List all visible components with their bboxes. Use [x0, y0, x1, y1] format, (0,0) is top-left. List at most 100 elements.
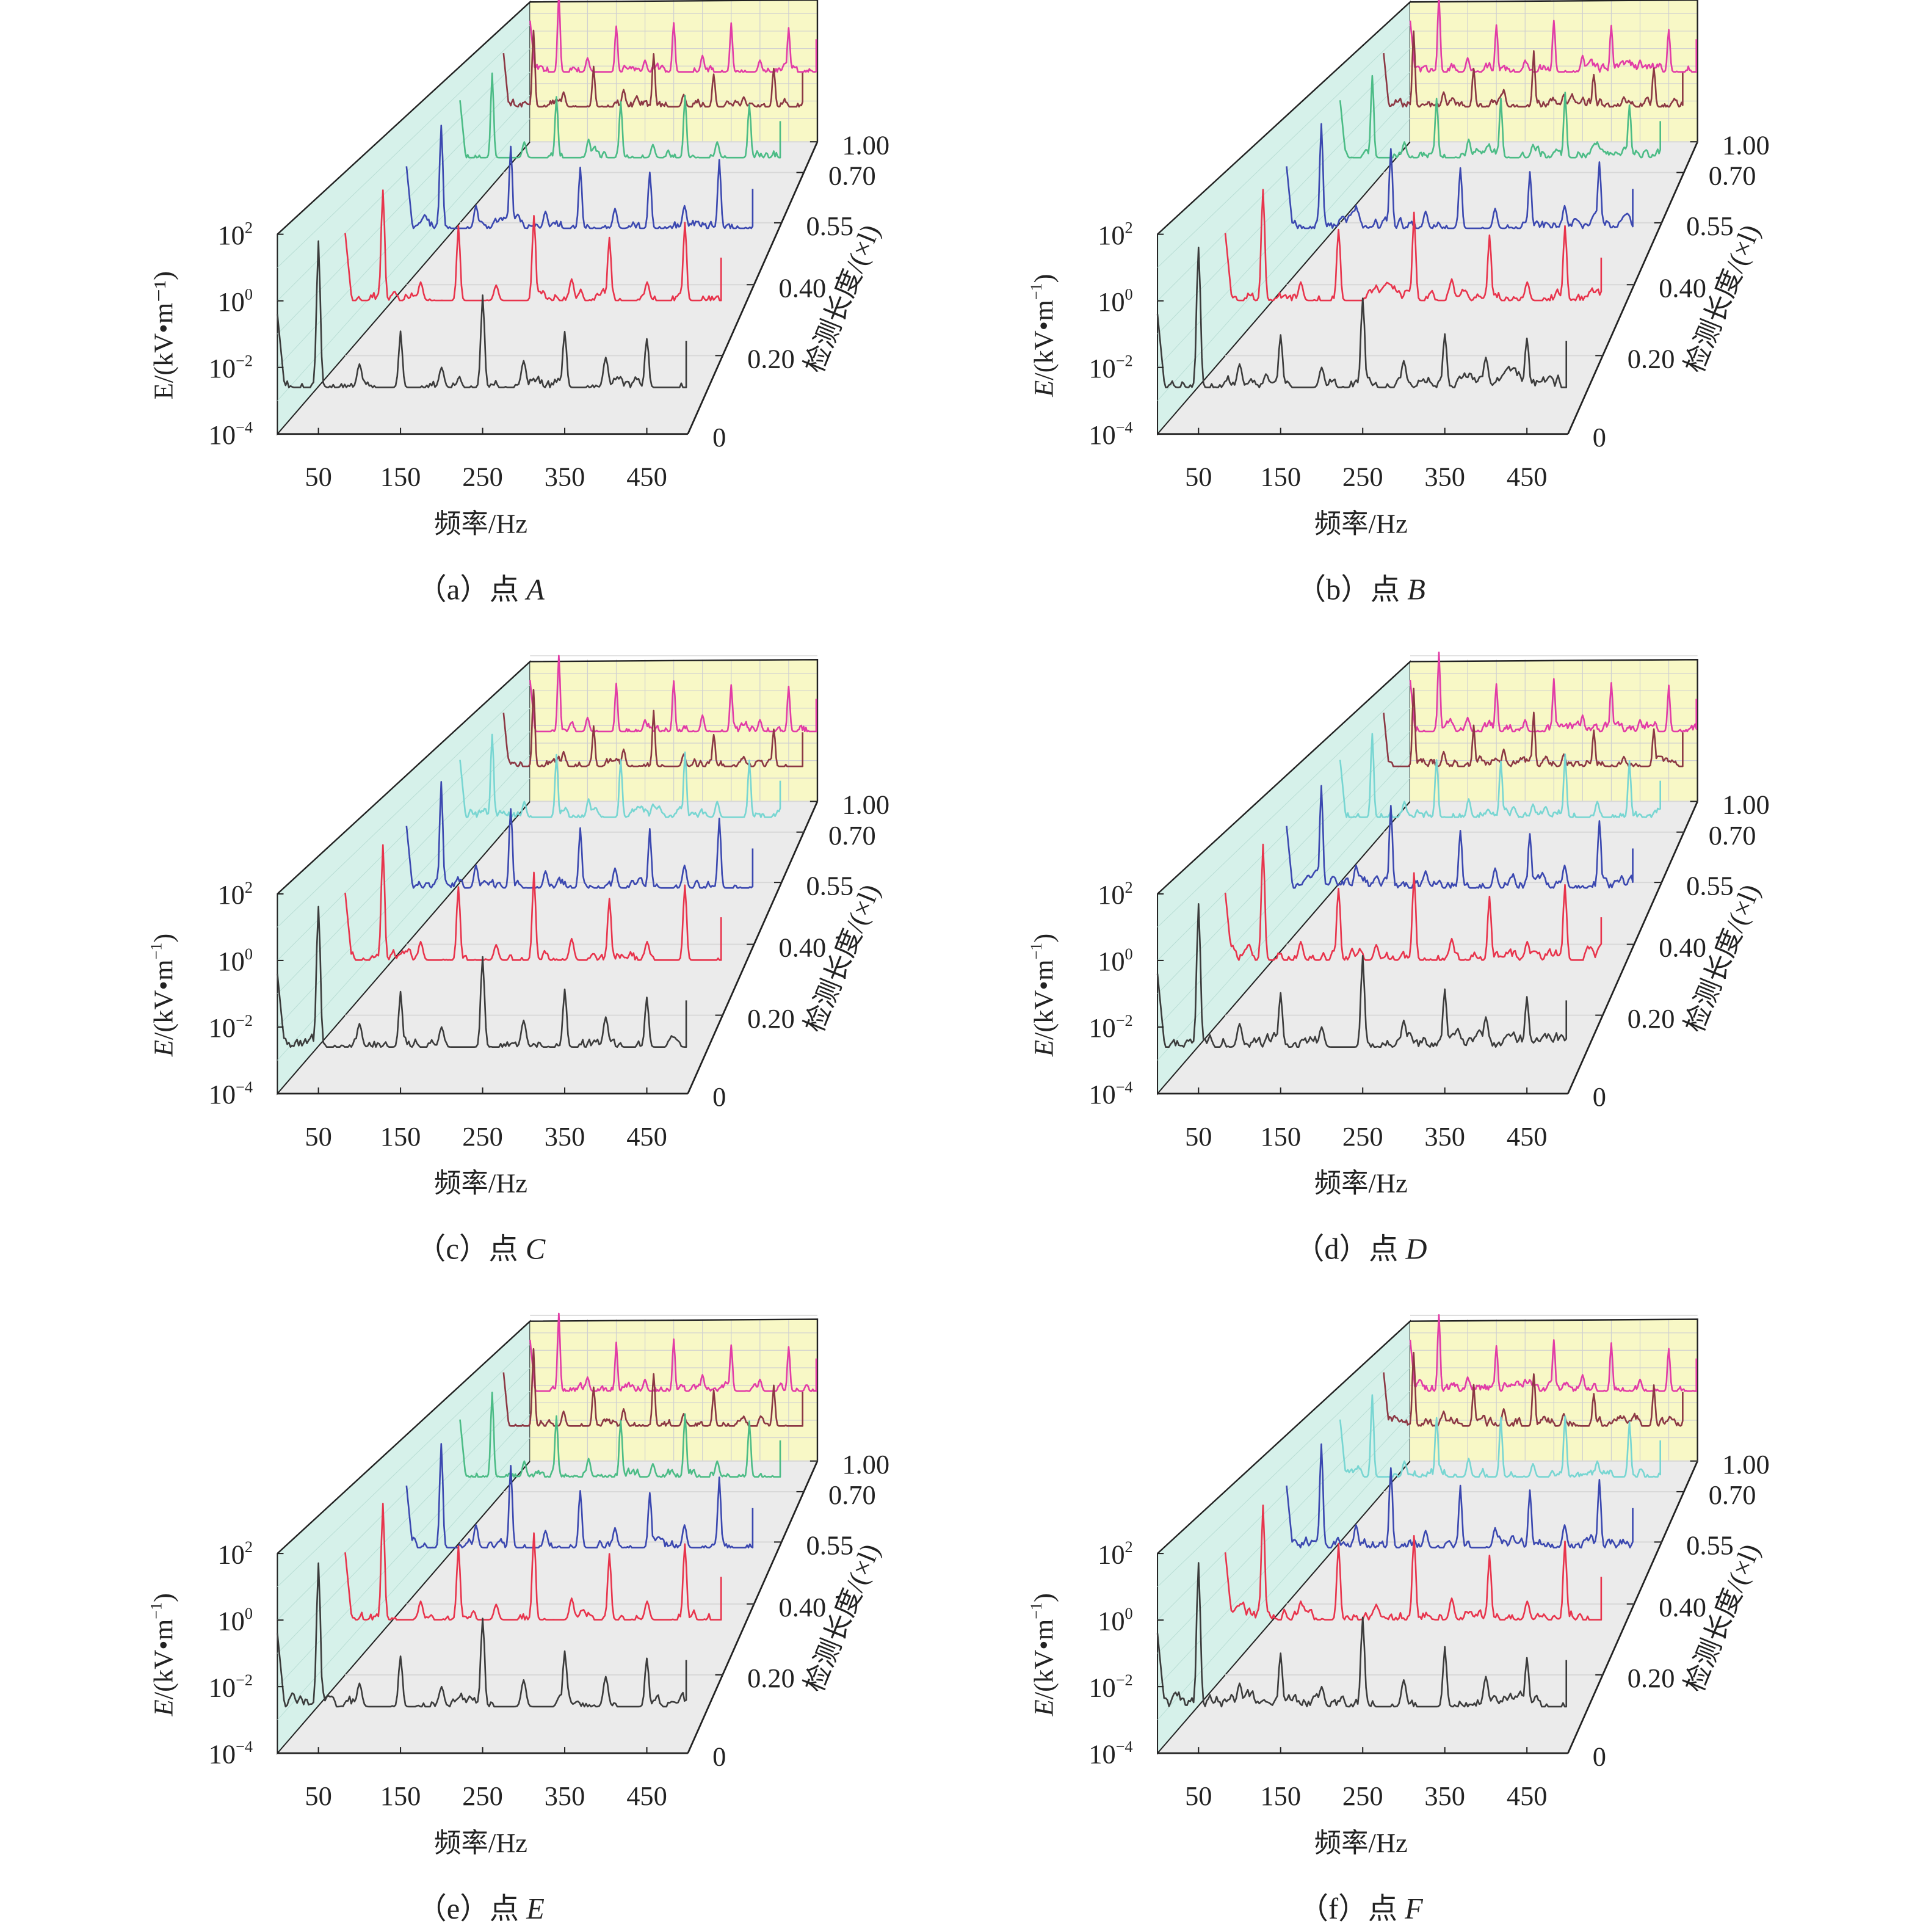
panel-caption-label: （e）点: [417, 1893, 526, 1925]
depth-tick-label: 0.55: [806, 1530, 854, 1561]
y-tick-label: 10−4: [1088, 1738, 1132, 1769]
axis-frame: [277, 659, 819, 895]
panel-caption-point: D: [1405, 1233, 1427, 1266]
series-line-0_20: [1224, 189, 1602, 302]
y-tick-exponent: −2: [1116, 1012, 1133, 1030]
series-line-0: [1156, 246, 1568, 388]
panel-caption-point: F: [1404, 1893, 1423, 1925]
panel-caption: （a）点 A: [417, 573, 545, 606]
y-tick-label: 10−4: [209, 1738, 253, 1769]
grid-line: [277, 1437, 531, 1721]
depth-tick-label: 0: [712, 1741, 726, 1771]
y-tick-base: 10: [1088, 1738, 1115, 1769]
series-line-0_20: [344, 1503, 722, 1621]
y-tick-base: 10: [209, 1079, 236, 1109]
depth-tick-label: 0: [1593, 1081, 1606, 1112]
y-axis-label-unit: /(kV•m: [1028, 959, 1059, 1039]
x-tick-label: 50: [305, 1781, 331, 1811]
panel-caption-point: C: [526, 1233, 546, 1266]
depth-tick-label: 0.70: [828, 161, 876, 191]
y-tick-exponent: 2: [245, 1538, 253, 1556]
y-tick-base: 10: [217, 286, 244, 317]
depth-tick-label: 0.70: [828, 1480, 876, 1510]
series-line-0_70: [502, 1348, 804, 1427]
y-axis-label-close: ): [1028, 934, 1059, 943]
y-axis-label: E/(kV•m−1): [148, 934, 179, 1057]
y-tick-base: 10: [209, 419, 236, 450]
y-tick-exponent: 0: [245, 1605, 253, 1622]
depth-axis-line: [687, 141, 819, 435]
y-axis-label-var: E: [1028, 380, 1059, 398]
chart-panel-c: 50 150 250 350 45010−410−210010200.200.400.5…: [148, 655, 889, 1266]
grid-line: [1157, 685, 1411, 928]
depth-tick-label: 0.40: [779, 932, 827, 963]
series-line-0_40: [1286, 1443, 1634, 1549]
panel-caption: （d）点 D: [1295, 1233, 1427, 1266]
x-tick-label: 150: [1260, 1781, 1301, 1811]
y-tick-exponent: −4: [1116, 1078, 1133, 1096]
y-tick-label: 10−2: [209, 1671, 253, 1702]
y-axis-label-close: ): [148, 1593, 179, 1602]
depth-tick-label: 0.70: [1709, 820, 1756, 851]
series-line-0_70: [502, 29, 804, 108]
y-tick-exponent: −4: [236, 1738, 253, 1756]
y-tick-exponent: 0: [1125, 1605, 1133, 1622]
series-line-1_00: [529, 0, 817, 73]
series-line-1_00: [529, 655, 817, 733]
y-tick-label: 10−4: [1088, 1078, 1132, 1109]
grid-line: [1157, 1344, 1411, 1588]
series-line-0_55: [1339, 733, 1661, 818]
chart-panel-b: 50 150 250 350 45010−410−210010200.200.400.5…: [1027, 0, 1770, 606]
chart-panel-e: 50 150 250 350 45010−410−210010200.200.400.5…: [148, 1312, 889, 1925]
grid-line: [1157, 25, 1411, 268]
series-line-0_20: [1224, 1504, 1602, 1621]
y-tick-exponent: −4: [236, 1078, 253, 1096]
y-tick-exponent: 0: [1125, 286, 1133, 303]
x-tick-label: 150: [1260, 462, 1301, 492]
y-tick-exponent: −2: [1116, 1671, 1133, 1689]
panel-caption: （e）点 E: [417, 1893, 545, 1925]
y-tick-label: 10−2: [209, 1012, 253, 1043]
y-tick-label: 10−4: [209, 1078, 253, 1109]
series-line-1_00: [1409, 652, 1698, 733]
x-tick-label: 50: [1185, 1121, 1212, 1152]
series-line-0_40: [1286, 785, 1634, 889]
y-axis-label: E/(kV•m⁻¹): [148, 271, 179, 399]
x-tick-label: 150: [380, 1781, 421, 1811]
y-tick-base: 10: [217, 1539, 244, 1569]
series-line-1_00: [1409, 0, 1698, 73]
depth-tick-label: 0: [1593, 1741, 1606, 1771]
y-axis-label-sup: −1: [148, 1602, 165, 1619]
y-axis-label-unit: /(kV•m: [1028, 300, 1059, 380]
series-line-0_70: [502, 689, 804, 768]
depth-tick-label: 0: [712, 422, 726, 452]
y-axis-label-close: ): [1028, 1593, 1059, 1602]
series-line-0: [277, 906, 687, 1048]
y-axis-label-unit: /(kV•m: [148, 959, 179, 1039]
x-tick-label: 350: [545, 1781, 585, 1811]
y-axis-label-sup: −1: [1027, 943, 1045, 960]
depth-axis-line: [687, 801, 819, 1094]
depth-tick-label: 0.40: [1659, 1592, 1706, 1622]
depth-tick-label: 0.70: [1709, 161, 1756, 191]
y-tick-label: 100: [217, 1605, 253, 1636]
axis-frame: [1157, 659, 1698, 895]
x-tick-label: 450: [1507, 1781, 1548, 1811]
depth-tick-label: 0.20: [747, 1003, 795, 1034]
x-tick-label: 450: [626, 1781, 667, 1811]
depth-axis-line: [687, 1461, 819, 1754]
axis-frame: [277, 1318, 819, 1555]
x-tick-label: 350: [545, 1121, 585, 1152]
grid-line: [1157, 118, 1411, 401]
y-tick-base: 10: [209, 353, 236, 383]
depth-tick-label: 1.00: [1722, 1449, 1770, 1480]
y-tick-exponent: −2: [236, 352, 253, 370]
y-tick-exponent: 0: [245, 286, 253, 303]
y-axis-label-sup: −1: [148, 943, 165, 960]
x-tick-label: 250: [462, 1781, 503, 1811]
grid-line: [1157, 777, 1411, 1061]
y-tick-exponent: −4: [236, 419, 253, 437]
y-tick-exponent: −4: [1116, 1738, 1133, 1756]
y-tick-base: 10: [209, 1012, 236, 1043]
x-tick-label: 50: [1185, 1781, 1212, 1811]
